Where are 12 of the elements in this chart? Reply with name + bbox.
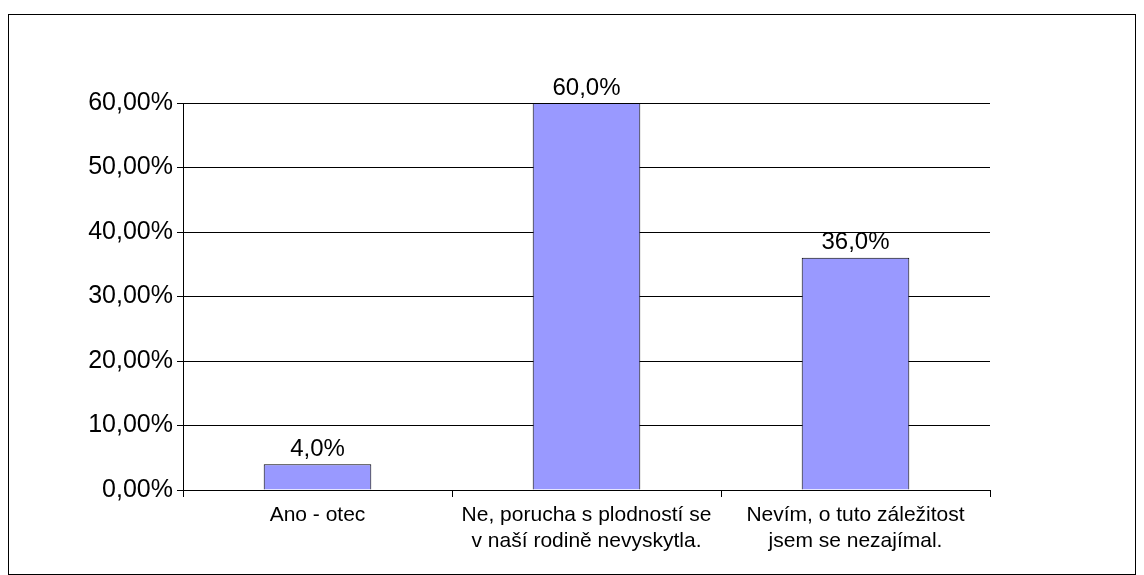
y-tick-label: 60,00% [88, 86, 173, 115]
y-tick-label: 30,00% [88, 280, 173, 309]
data-label: 4,0% [290, 433, 345, 461]
x-tick-label: Ano - otec [269, 502, 366, 526]
y-tick-label: 50,00% [88, 151, 173, 180]
y-tick-label: 20,00% [88, 344, 173, 373]
y-tick-label: 40,00% [88, 215, 173, 244]
data-label: 60,0% [552, 72, 621, 100]
y-tick-label: 0,00% [102, 473, 173, 502]
y-tick-label: 10,00% [88, 409, 173, 438]
x-tick-label: Nevím, o tuto záležitost jsem se nezajímal. [746, 502, 965, 551]
x-tick-label: Ne, porucha s plodností se v naší rodině nevyskytla. [461, 502, 712, 551]
